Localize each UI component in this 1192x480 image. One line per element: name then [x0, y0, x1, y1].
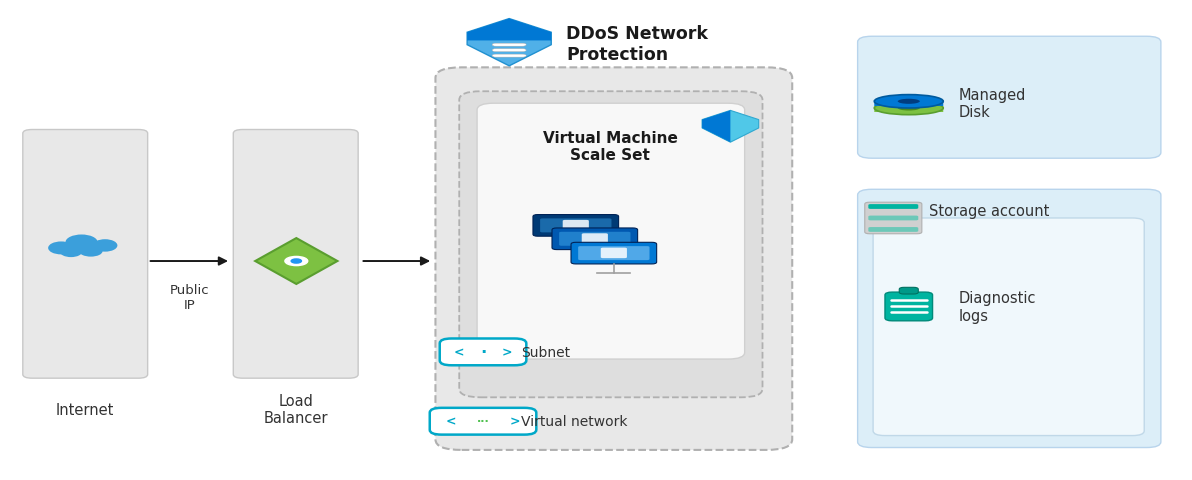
Ellipse shape — [874, 102, 943, 116]
FancyBboxPatch shape — [571, 243, 657, 264]
Polygon shape — [467, 20, 551, 67]
Ellipse shape — [66, 235, 98, 251]
FancyBboxPatch shape — [601, 248, 627, 259]
FancyBboxPatch shape — [459, 92, 763, 397]
FancyBboxPatch shape — [874, 102, 943, 107]
Text: ···: ··· — [477, 416, 490, 426]
FancyBboxPatch shape — [563, 220, 589, 231]
Text: ·: · — [480, 343, 486, 361]
Ellipse shape — [874, 96, 943, 109]
FancyBboxPatch shape — [435, 68, 793, 450]
FancyBboxPatch shape — [578, 247, 650, 261]
FancyBboxPatch shape — [533, 215, 619, 237]
Text: Diagnostic
logs: Diagnostic logs — [958, 291, 1036, 323]
FancyBboxPatch shape — [582, 234, 608, 244]
FancyBboxPatch shape — [477, 104, 745, 360]
FancyBboxPatch shape — [492, 49, 526, 52]
Ellipse shape — [898, 99, 920, 105]
FancyBboxPatch shape — [857, 190, 1161, 447]
Text: Internet: Internet — [56, 402, 113, 417]
Circle shape — [285, 257, 308, 266]
Polygon shape — [255, 239, 337, 284]
FancyBboxPatch shape — [492, 55, 526, 58]
Text: >: > — [502, 346, 513, 359]
Text: Storage account: Storage account — [929, 204, 1049, 219]
Text: Virtual network: Virtual network — [521, 414, 627, 428]
Ellipse shape — [48, 242, 74, 255]
FancyBboxPatch shape — [540, 219, 611, 233]
FancyBboxPatch shape — [868, 204, 918, 209]
Polygon shape — [702, 111, 758, 143]
Text: Managed
Disk: Managed Disk — [958, 88, 1026, 120]
Ellipse shape — [60, 247, 82, 258]
Polygon shape — [702, 111, 731, 143]
FancyBboxPatch shape — [868, 216, 918, 221]
Text: Public
IP: Public IP — [169, 283, 209, 311]
Text: <: < — [453, 346, 464, 359]
Text: DDoS Network
Protection: DDoS Network Protection — [566, 25, 708, 64]
FancyBboxPatch shape — [899, 288, 918, 294]
Polygon shape — [467, 20, 551, 41]
Ellipse shape — [79, 246, 103, 257]
FancyBboxPatch shape — [868, 228, 918, 232]
FancyBboxPatch shape — [864, 203, 921, 234]
FancyBboxPatch shape — [23, 130, 148, 378]
FancyBboxPatch shape — [857, 37, 1161, 159]
FancyBboxPatch shape — [884, 292, 932, 321]
Text: <: < — [446, 415, 457, 428]
FancyBboxPatch shape — [234, 130, 358, 378]
FancyBboxPatch shape — [559, 232, 631, 246]
Circle shape — [291, 259, 302, 264]
Ellipse shape — [898, 106, 920, 111]
Text: Load
Balancer: Load Balancer — [265, 393, 329, 426]
FancyBboxPatch shape — [492, 44, 526, 47]
FancyBboxPatch shape — [552, 228, 638, 250]
Ellipse shape — [93, 240, 117, 252]
Text: >: > — [510, 415, 520, 428]
FancyBboxPatch shape — [874, 108, 943, 113]
Text: Virtual Machine
Scale Set: Virtual Machine Scale Set — [542, 131, 678, 163]
FancyBboxPatch shape — [873, 218, 1144, 436]
FancyBboxPatch shape — [430, 408, 536, 435]
FancyBboxPatch shape — [440, 339, 527, 365]
Text: Subnet: Subnet — [521, 345, 570, 359]
